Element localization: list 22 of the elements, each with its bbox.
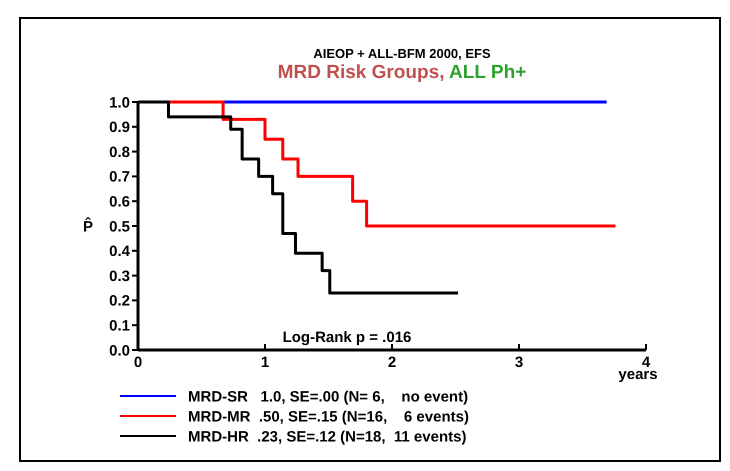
x-tick-label: 2 [388,354,396,371]
y-tick-label: 0.4 [109,243,131,260]
chart-title: AIEOP + ALL-BFM 2000, EFS [313,46,491,61]
legend-label: MRD-MR .50, SE=.15 (N=16, 6 events) [188,408,469,426]
annotation: Log-Rank p = .016 [282,329,412,346]
y-tick-label: 0.3 [109,268,130,285]
y-axis-title: P̂ [82,216,94,236]
y-tick-label: 0.0 [109,342,130,360]
y-tick-label: 0.6 [109,193,130,210]
x-tick-label: 1 [260,354,270,371]
y-tick-label: 0.9 [109,119,130,136]
legend-label: MRD-HR .23, SE=.12 (N=18, 11 events) [188,428,466,446]
chart-subtitle: MRD Risk Groups, ALL Ph+ [278,62,526,83]
legend-label: MRD-SR 1.0, SE=.00 (N= 6, no event) [188,388,468,406]
x-tick-label: 3 [514,354,524,371]
y-tick-label: 0.5 [109,218,130,236]
y-tick-label: 0.2 [109,292,130,310]
y-tick-label: 0.7 [109,168,130,186]
y-tick-label: 0.8 [109,144,130,161]
x-tick-label: 0 [134,354,142,371]
y-tick-label: 0.1 [109,317,130,334]
y-tick-label: 1.0 [109,94,130,112]
